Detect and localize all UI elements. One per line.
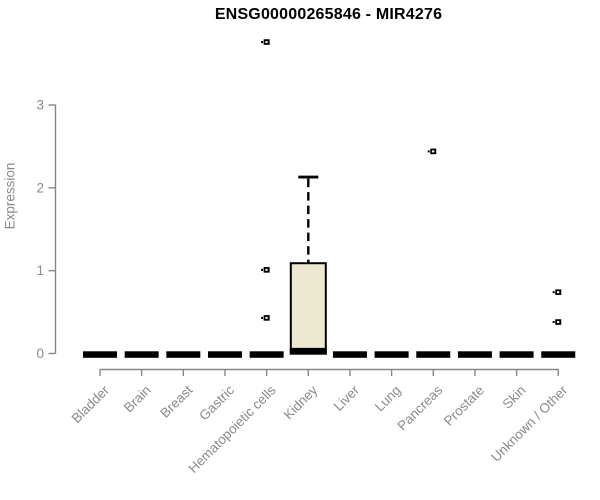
zero-box <box>124 351 159 358</box>
x-category-label: Kidney <box>281 382 321 422</box>
y-tick-label: 3 <box>36 98 44 113</box>
x-category-label: Gastric <box>196 382 237 423</box>
x-category-label: Bladder <box>69 382 113 426</box>
outlier-point-core <box>557 321 560 324</box>
zero-box <box>207 351 242 358</box>
x-category-label: Breast <box>157 382 195 420</box>
x-category-label: Unknown / Other <box>488 382 571 465</box>
x-category-label: Pancreas <box>394 382 445 433</box>
zero-box <box>83 351 117 358</box>
outlier-point-core <box>432 150 435 153</box>
outlier-point-dash <box>552 291 555 294</box>
outlier-point-dash <box>552 321 555 324</box>
box <box>289 262 327 355</box>
zero-box <box>374 351 409 358</box>
zero-box <box>499 351 534 358</box>
x-category-label: Lung <box>372 383 404 415</box>
outlier-point-core <box>265 268 268 271</box>
zero-box <box>457 351 492 358</box>
zero-box <box>416 351 451 358</box>
x-category-label: Brain <box>121 383 154 416</box>
y-tick-label: 0 <box>36 346 44 361</box>
outlier-point-dash <box>261 268 264 271</box>
zero-box <box>166 351 201 358</box>
zero-box <box>541 351 576 358</box>
chart-title: ENSG00000265846 - MIR4276 <box>214 6 443 23</box>
x-category-label: Liver <box>331 382 363 414</box>
y-tick-label: 2 <box>36 180 44 195</box>
y-tick-label: 1 <box>36 263 44 278</box>
outlier-point-core <box>557 291 560 294</box>
outlier-point-dash <box>261 41 264 44</box>
zero-box <box>249 351 284 358</box>
outlier-point-dash <box>427 150 430 153</box>
x-category-label: Prostate <box>441 383 487 429</box>
x-category-label: Skin <box>500 383 529 412</box>
zero-box <box>332 351 367 358</box>
outlier-point-dash <box>261 316 264 319</box>
median-line <box>289 347 327 355</box>
outlier-point-core <box>265 316 268 319</box>
outlier-point-core <box>265 41 268 44</box>
